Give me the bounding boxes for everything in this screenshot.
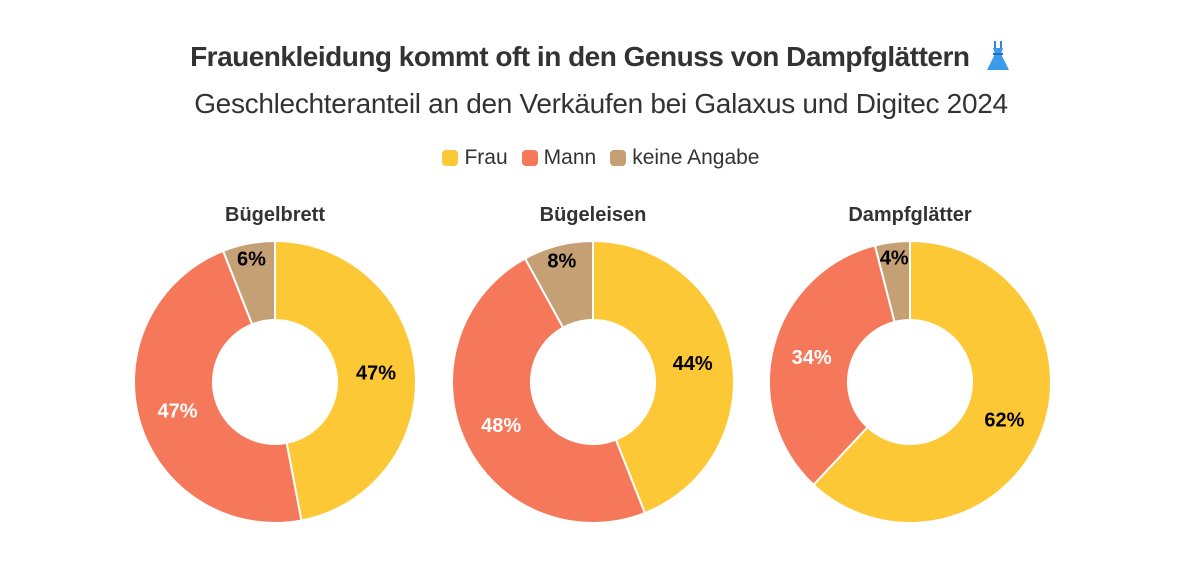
- legend-swatch-frau: [442, 150, 459, 166]
- chart-subtitle: Geschlechteranteil an den Verkäufen bei …: [194, 88, 1008, 119]
- legend: Frau Mann keine Angabe: [0, 146, 1202, 170]
- donut-title: Dampfglätter: [848, 204, 972, 226]
- donut-title: Bügelbrett: [225, 204, 325, 226]
- dress-icon: [984, 40, 1012, 77]
- donut-label-keine-angabe: 6%: [237, 249, 266, 271]
- donut-slice-mann: [451, 257, 646, 524]
- donut-slice-frau: [592, 240, 735, 515]
- legend-item-keine-angabe: keine Angabe: [610, 146, 760, 170]
- legend-swatch-keine-angabe: [610, 150, 627, 166]
- donut-label-mann: 34%: [792, 347, 832, 369]
- legend-label-frau: Frau: [464, 146, 508, 169]
- donut-slice-mann: [768, 244, 896, 486]
- legend-label-mann: Mann: [543, 146, 597, 169]
- donut-slice-keine-angabe: [222, 240, 276, 326]
- donut-title: Bügeleisen: [540, 204, 647, 226]
- legend-swatch-mann: [521, 150, 538, 166]
- donut-slice-keine-angabe: [873, 240, 911, 323]
- donut-slice-keine-angabe: [524, 240, 594, 329]
- donut-label-mann: 47%: [158, 400, 198, 422]
- donut-label-keine-angabe: 8%: [547, 250, 576, 272]
- legend-item-mann: Mann: [521, 146, 597, 170]
- donut-slice-frau: [812, 240, 1052, 524]
- donut-label-mann: 48%: [481, 415, 521, 437]
- donut-label-frau: 47%: [356, 362, 396, 384]
- donut-label-frau: 44%: [673, 353, 713, 375]
- chart-title: Frauenkleidung kommt oft in den Genuss v…: [190, 41, 970, 72]
- legend-item-frau: Frau: [442, 146, 508, 170]
- donut-label-frau: 62%: [984, 409, 1024, 431]
- donut-label-keine-angabe: 4%: [880, 247, 909, 269]
- legend-label-keine-angabe: keine Angabe: [632, 146, 760, 169]
- donut-slice-mann: [133, 249, 303, 524]
- donut-slice-frau: [274, 240, 417, 522]
- chart-title-row: Frauenkleidung kommt oft in den Genuss v…: [0, 40, 1202, 77]
